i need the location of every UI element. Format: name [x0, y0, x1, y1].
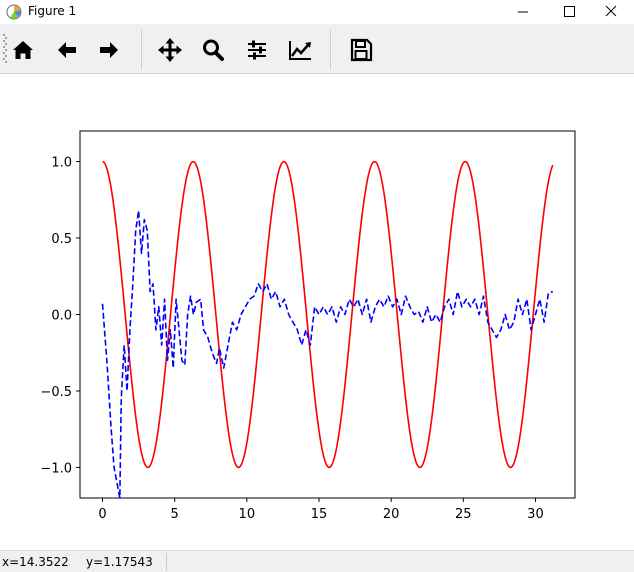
move-icon: [158, 38, 182, 62]
back-button[interactable]: [51, 34, 83, 66]
x-tick-label: 15: [311, 507, 328, 522]
y-tick-label: 0.5: [51, 232, 72, 247]
status-bar: x=14.3522 y=1.17543: [0, 550, 634, 572]
magnifier-icon: [203, 39, 224, 61]
toolbar-separator: [141, 30, 142, 70]
toolbar-grip-icon[interactable]: [3, 32, 7, 68]
zoom-button[interactable]: [197, 34, 229, 66]
x-coordinate-readout: x=14.3522: [2, 555, 69, 569]
window-title: Figure 1: [28, 4, 77, 18]
dashed-blue-series-line: [101, 209, 554, 498]
close-button[interactable]: [588, 0, 634, 24]
plot-figure: 0 5 10 15 20 25 30 1.0 0.5 0.0 −0.5 −1.0: [40, 130, 576, 522]
x-tick-label: 25: [455, 507, 472, 522]
series-layer: [101, 160, 554, 498]
pan-button[interactable]: [154, 34, 186, 66]
edit-axes-button[interactable]: [284, 34, 316, 66]
x-axis-ticks: 0 5 10 15 20 25 30: [98, 498, 544, 522]
y-coordinate-readout: y=1.17543: [86, 555, 153, 569]
line-chart-icon: [289, 41, 311, 60]
y-tick-label: 0.0: [51, 309, 72, 324]
y-tick-label: −0.5: [40, 385, 72, 400]
x-tick-label: 0: [98, 507, 106, 522]
home-button[interactable]: [7, 34, 39, 66]
x-tick-label: 5: [171, 507, 179, 522]
minimize-icon: [518, 11, 528, 13]
subplots-button[interactable]: [241, 34, 273, 66]
figure-canvas[interactable]: 0 5 10 15 20 25 30 1.0 0.5 0.0 −0.5 −1.0: [0, 74, 634, 550]
y-axis-ticks: 1.0 0.5 0.0 −0.5 −1.0: [40, 156, 80, 476]
axes-frame: [79, 130, 576, 499]
x-tick-label: 30: [527, 507, 544, 522]
status-divider: [166, 553, 167, 571]
toolbar-separator: [330, 30, 331, 70]
sliders-icon: [248, 40, 266, 60]
arrow-right-icon: [100, 42, 118, 58]
x-tick-label: 20: [383, 507, 400, 522]
minimize-button[interactable]: [500, 0, 546, 24]
x-tick-label: 10: [239, 507, 256, 522]
save-button[interactable]: [345, 34, 377, 66]
home-icon: [13, 41, 33, 59]
matplotlib-app-icon: [6, 4, 22, 20]
y-tick-label: −1.0: [40, 461, 72, 476]
arrow-left-icon: [58, 42, 76, 58]
close-icon: [605, 5, 617, 17]
maximize-icon: [564, 6, 575, 17]
forward-button[interactable]: [93, 34, 125, 66]
y-tick-label: 1.0: [51, 156, 72, 171]
floppy-disk-icon: [350, 38, 373, 62]
navigation-toolbar: [0, 24, 634, 74]
cosine-red-series-line: [102, 160, 554, 469]
maximize-button[interactable]: [546, 0, 592, 24]
title-bar: Figure 1: [0, 0, 634, 24]
